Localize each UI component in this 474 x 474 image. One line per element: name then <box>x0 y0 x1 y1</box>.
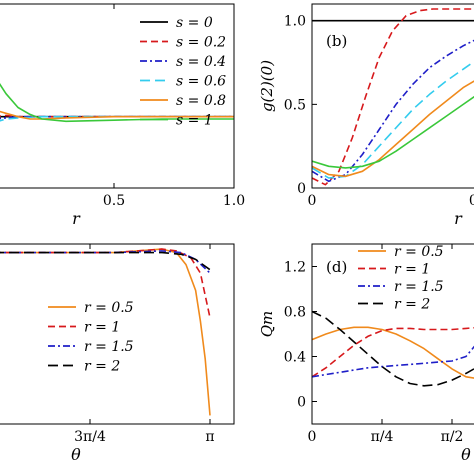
legend: s = 0 s = 0.2 s = 0.4 s = 0.6 s = 0.8 s = 1 <box>140 15 226 129</box>
panel-1: 0.5 1.0 r s = 0 s = 0.2 s = 0.4 s = 0.6 s = 0.8… <box>0 3 245 228</box>
x-axis-label: θ <box>461 445 471 464</box>
y-tick-label: 1.2 <box>284 260 306 276</box>
y-axis-label-group: Qm <box>258 311 276 338</box>
panel-4: 0 π/4 π/2 0 0.4 0.8 1.2 θ Qm (d) r = 0.5 r = 1r = 1… <box>258 243 474 464</box>
x-tick-label: π/4 <box>371 429 394 445</box>
series-line-4 <box>312 310 474 387</box>
legend-label: s = 0.4 <box>176 54 226 70</box>
panel-label: (d) <box>326 258 347 276</box>
x-tick-label: π <box>205 429 214 445</box>
series-line-4 <box>0 115 234 122</box>
legend-label: s = 0.8 <box>176 93 226 109</box>
legend-label: s = 1 <box>176 113 213 129</box>
series-line-5 <box>312 80 474 178</box>
series-group <box>312 310 474 387</box>
plot-frame <box>311 3 474 189</box>
x-tick-label: π/2 <box>441 429 464 445</box>
y-tick-label: 0.4 <box>284 350 306 366</box>
x-axis-label: θ <box>71 445 81 464</box>
series-line-1 <box>312 326 474 379</box>
series-group <box>0 248 211 416</box>
y-axis-label: g(2)(0) <box>258 60 276 112</box>
legend: r = 0.5 r = 1r = 1.5 r = 2 <box>358 244 444 313</box>
legend-label: r = 1 <box>394 262 430 278</box>
x-tick-label: 3π/4 <box>74 429 106 445</box>
series-line-2 <box>312 326 474 378</box>
series-line-4 <box>0 251 211 271</box>
x-tick-label: 1.0 <box>223 193 245 209</box>
series-line-4 <box>312 60 474 179</box>
x-tick-label: 0.5 <box>469 193 474 209</box>
series-group <box>0 83 234 123</box>
series-group <box>312 8 474 186</box>
plot-frame <box>311 243 474 425</box>
legend-label: r = 0.5 <box>394 244 444 260</box>
legend-label: s = 0.6 <box>176 74 226 90</box>
x-axis-label: r <box>454 209 463 228</box>
x-axis-label: r <box>72 209 81 228</box>
x-tick-label: 0 <box>308 193 317 209</box>
plot-frame <box>0 243 235 425</box>
y-tick-label: 1.0 <box>284 14 306 30</box>
legend-label: r = 1.5 <box>394 279 444 295</box>
panel-label: (b) <box>326 32 347 50</box>
legend-label: r = 2 <box>394 297 430 313</box>
x-tick-label: 0 <box>308 429 317 445</box>
y-axis-label-group: g(2)(0) <box>258 60 276 112</box>
x-tick-label: 0.5 <box>103 193 125 209</box>
series-line-3 <box>312 39 474 183</box>
series-line-6 <box>312 95 474 169</box>
y-tick-label: 0 <box>297 395 306 411</box>
series-line-3 <box>0 250 211 274</box>
y-tick-label: 0 <box>297 181 306 197</box>
series-line-2 <box>312 8 474 186</box>
panel-2: 0 0.5 0 0.5 1.0 r g(2)(0) (b) <box>258 3 474 228</box>
legend-label: r = 1 <box>84 320 120 336</box>
legend-label: s = 0.2 <box>176 35 226 51</box>
legend: r = 0.5 r = 1 r = 1.5 r = 2 <box>48 300 134 375</box>
legend-label: r = 1.5 <box>84 339 134 355</box>
legend-label: r = 0.5 <box>84 300 134 316</box>
legend-label: s = 0 <box>176 15 213 31</box>
legend-label: r = 2 <box>84 359 120 375</box>
y-axis-label: Qm <box>258 311 276 338</box>
y-tick-label: 0.5 <box>284 97 306 113</box>
y-tick-label: 0.8 <box>284 305 306 321</box>
series-line-3 <box>312 345 474 378</box>
